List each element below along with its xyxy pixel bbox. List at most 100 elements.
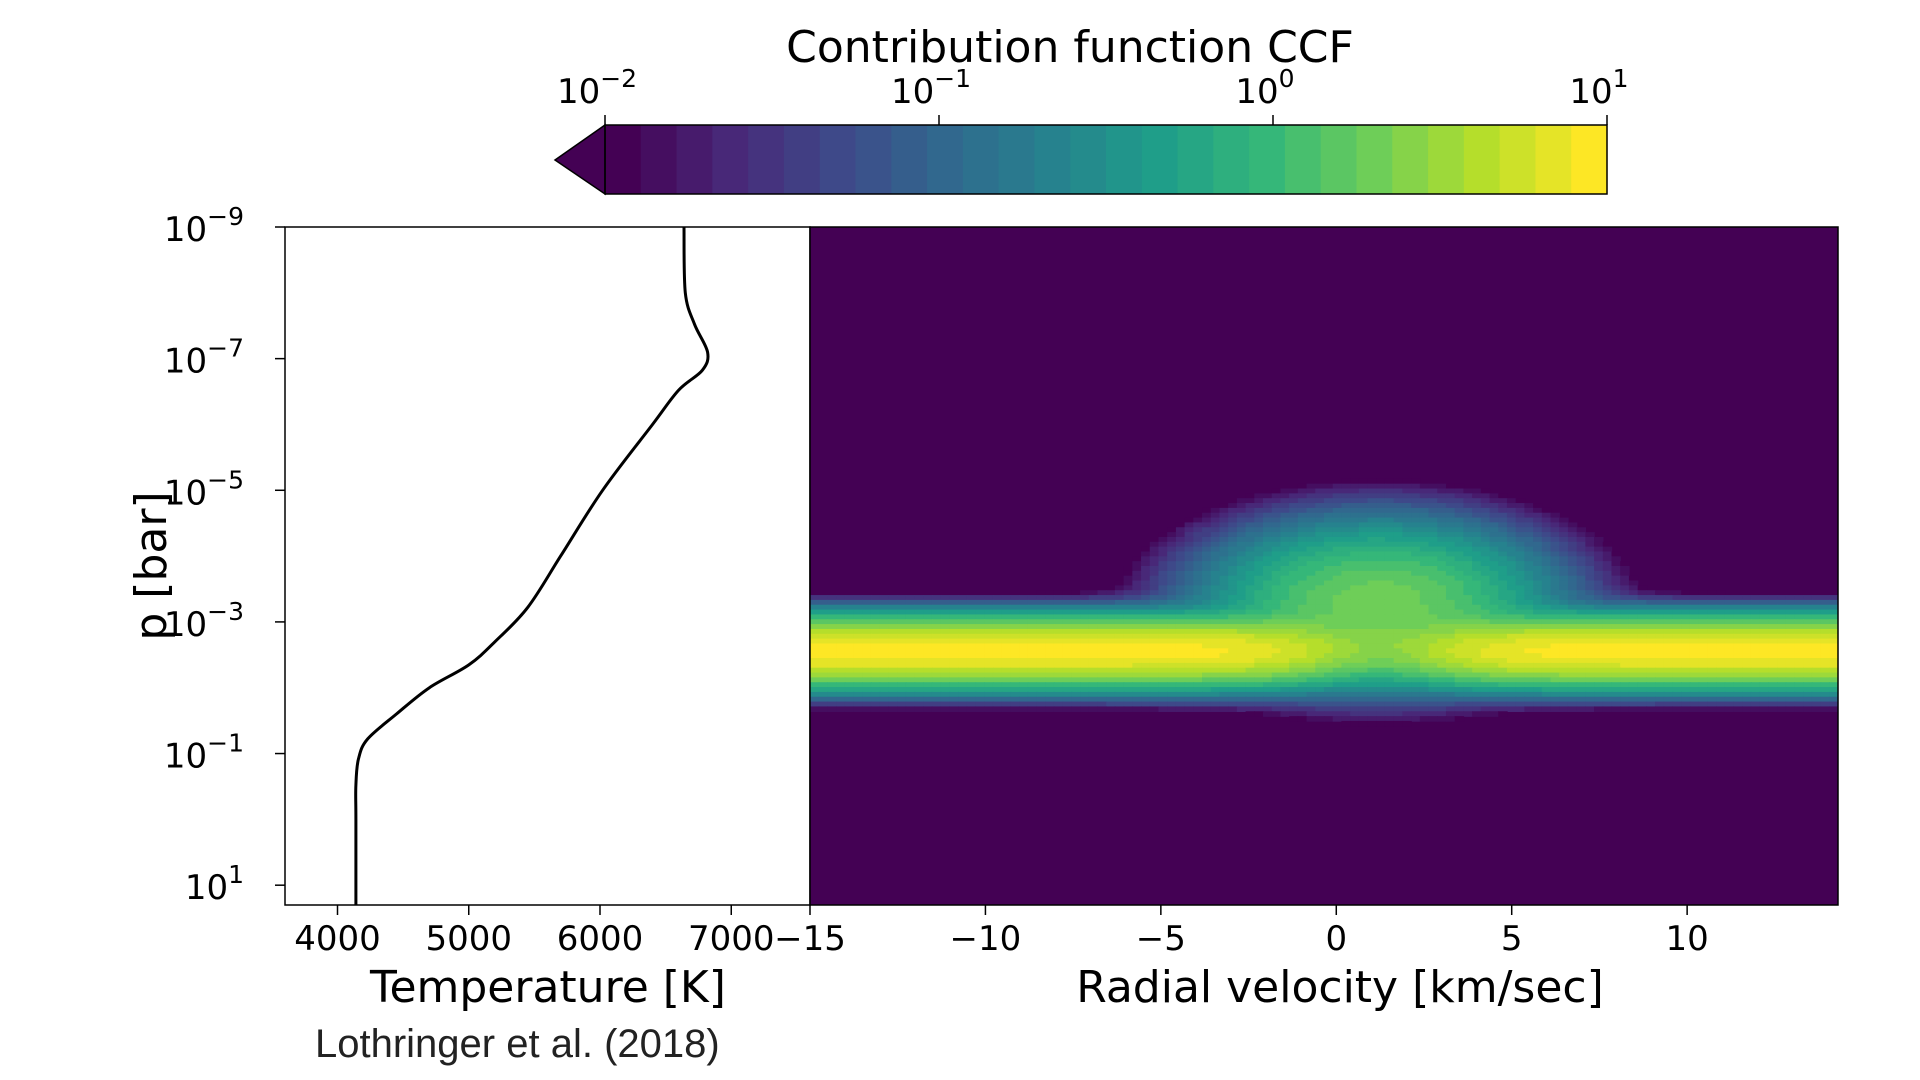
colorbar-segment [1463,125,1501,194]
heatmap-cell [1463,614,1473,620]
heatmap-cell [1611,653,1621,659]
heatmap-cell [1768,696,1778,703]
heatmap-cell [1550,585,1560,591]
heatmap-cell [1506,696,1517,703]
heatmap-cell [1689,609,1700,616]
heatmap-cell [1489,706,1499,712]
heatmap-cell [1289,595,1299,601]
heatmap-cell [1132,628,1142,635]
heatmap-cell [1567,633,1578,640]
heatmap-cell [1114,648,1125,654]
heatmap-cell [1071,638,1081,645]
heatmap-cell [914,677,924,683]
heatmap-cell [1132,658,1142,664]
heatmap-cell [1210,643,1221,650]
heatmap-cell [1463,546,1473,553]
heatmap-cell [1742,667,1752,674]
heatmap-cell [1289,536,1299,543]
heatmap-cell [975,672,985,679]
heatmap-cell [1219,503,1229,509]
heatmap-cell [1498,546,1508,553]
heatmap-cell [1062,677,1073,683]
heatmap-cell [1794,599,1804,606]
heatmap-cell [1306,566,1316,572]
heatmap-cell [1742,628,1752,635]
heatmap-cell [862,687,872,693]
heatmap-cell [1428,566,1438,572]
heatmap-cell [1367,599,1377,606]
heatmap-cell [1202,580,1212,587]
heatmap-cell [879,595,890,601]
heatmap-cell [1193,595,1203,601]
heatmap-cell [1263,667,1273,674]
heatmap-cell [1811,658,1822,664]
heatmap-cell [992,667,1003,674]
heatmap-cell [1019,643,1029,650]
heatmap-cell [914,609,924,616]
heatmap-cell [1698,658,1709,664]
heatmap-cell [1559,638,1569,645]
heatmap-cell [1341,522,1351,528]
heatmap-cell [1550,580,1560,587]
heatmap-cell [1324,624,1334,630]
heatmap-cell [1010,662,1020,669]
heatmap-cell [1698,653,1709,659]
heatmap-cell [1236,658,1247,664]
heatmap-cell [818,696,829,703]
heatmap-cell [1611,706,1621,712]
heatmap-cell [1681,609,1691,616]
heatmap-cell [1219,672,1229,679]
heatmap-cell [1175,696,1186,703]
heatmap-cell [1515,628,1526,635]
heatmap-cell [1158,575,1168,582]
heatmap-cell [888,687,898,693]
heatmap-cell [1585,672,1595,679]
heatmap-cell [1080,701,1090,708]
heatmap-cell [1123,648,1134,654]
heatmap-cell [1376,493,1386,499]
heatmap-cell [1306,658,1316,664]
heatmap-cell [1175,624,1186,630]
heatmap-cell [1428,701,1438,708]
heatmap-cell [1123,701,1134,708]
heatmap-cell [1489,517,1499,524]
heatmap-cell [1567,527,1578,533]
heatmap-cell [1315,662,1325,669]
heatmap-cell [958,696,968,703]
heatmap-cell [888,643,898,650]
heatmap-cell [1289,662,1299,669]
heatmap-cell [1541,648,1552,654]
heatmap-cell [879,619,890,625]
heatmap-cell [1280,566,1290,572]
heatmap-cell [1524,561,1534,567]
heatmap-cell [1445,570,1456,577]
heatmap-cell [1001,662,1012,669]
heatmap-cell [818,638,829,645]
heatmap-cell [1724,662,1735,669]
heatmap-cell [1663,599,1674,606]
heatmap-cell [958,638,968,645]
heatmap-cell [1358,546,1369,553]
heatmap-cell [1559,648,1569,654]
heatmap-cell [1088,648,1099,654]
heatmap-cell [1149,672,1160,679]
heatmap-cell [1271,667,1282,674]
heatmap-cell [1219,541,1229,548]
heatmap-cell [1358,711,1369,717]
heatmap-cell [1716,599,1726,606]
heatmap-cell [1297,570,1308,577]
heatmap-cell [1254,551,1264,558]
velocity-tick-label: −10 [950,919,1022,959]
heatmap-cell [1716,696,1726,703]
heatmap-cell [1428,556,1438,562]
heatmap-cell [1080,628,1090,635]
heatmap-cell [1689,633,1700,640]
heatmap-cell [1254,648,1264,654]
heatmap-cell [1402,633,1412,640]
heatmap-cell [1158,648,1168,654]
heatmap-cell [1567,662,1578,669]
heatmap-cell [1768,619,1778,625]
heatmap-cell [1750,648,1761,654]
heatmap-cell [1707,643,1717,650]
heatmap-cell [827,662,837,669]
